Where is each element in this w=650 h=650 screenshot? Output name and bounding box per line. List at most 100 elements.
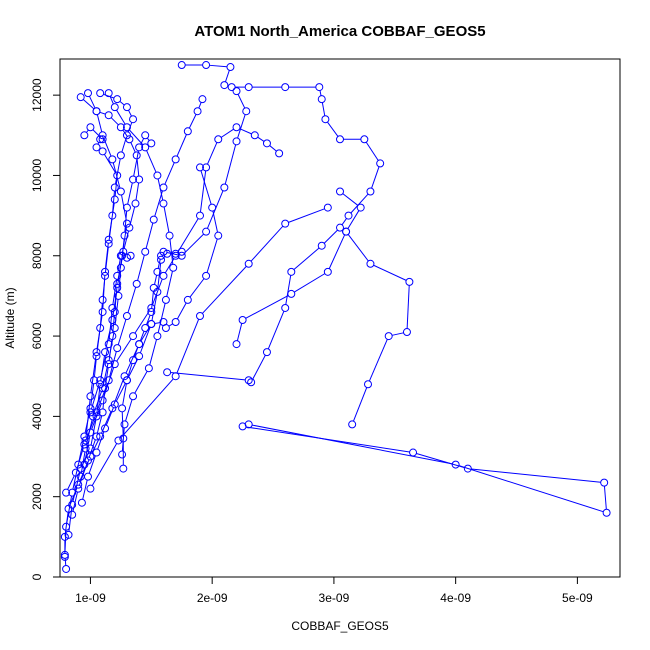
series-segment <box>236 323 243 341</box>
series-segment <box>120 378 174 439</box>
data-point <box>250 131 259 140</box>
series-segment <box>323 229 338 244</box>
data-point <box>68 510 77 519</box>
series-segment <box>103 154 116 173</box>
series-segment <box>603 486 607 510</box>
data-point <box>402 328 411 337</box>
data-point <box>275 149 284 158</box>
data-point <box>141 324 150 333</box>
data-point <box>135 175 144 184</box>
series-segment <box>114 287 118 309</box>
series-segment <box>347 234 369 262</box>
series-segment <box>176 134 187 157</box>
data-point <box>104 356 113 365</box>
data-point <box>220 81 229 90</box>
series-segment <box>100 347 109 377</box>
data-point <box>129 392 138 401</box>
data-point <box>104 239 113 248</box>
series-segment <box>125 347 139 374</box>
series-15 <box>118 247 186 473</box>
data-point <box>110 307 119 316</box>
data-point <box>116 151 125 160</box>
data-point <box>321 115 330 124</box>
data-point <box>108 332 117 341</box>
series-segment <box>168 323 173 327</box>
data-point <box>161 295 170 304</box>
series-segment <box>239 128 252 135</box>
data-point <box>77 498 86 507</box>
data-point <box>135 143 144 152</box>
series-segment <box>93 391 102 414</box>
series-segment <box>207 142 218 165</box>
data-point <box>238 316 247 325</box>
data-point <box>159 183 168 192</box>
series-segment <box>176 319 200 374</box>
series-segment <box>108 311 113 341</box>
series-5 <box>342 227 414 429</box>
data-point <box>196 311 204 320</box>
series-segment <box>90 383 95 405</box>
series-segment <box>128 129 144 146</box>
series-segment <box>91 439 100 454</box>
data-point <box>116 187 125 196</box>
data-point <box>281 219 290 228</box>
series-segment <box>189 278 205 298</box>
series-segment <box>154 322 161 324</box>
y-tick-label: 8000 <box>30 242 44 269</box>
data-point <box>366 187 375 196</box>
series-segment <box>88 455 96 474</box>
data-point <box>227 83 236 92</box>
series-segment <box>183 233 204 254</box>
series-segment <box>110 117 119 126</box>
series-segment <box>66 496 73 524</box>
data-point <box>90 376 99 385</box>
series-segment <box>188 114 197 129</box>
series-segment <box>347 210 360 229</box>
data-point <box>118 450 127 459</box>
data-point <box>131 199 140 208</box>
series-segment <box>220 128 234 138</box>
series-segment <box>139 331 145 342</box>
data-point <box>104 376 113 385</box>
series-segment <box>72 467 79 490</box>
data-point <box>86 404 95 413</box>
data-point <box>323 267 332 276</box>
series-segment <box>136 158 140 177</box>
series-segment <box>163 206 170 233</box>
data-point <box>214 231 223 240</box>
data-point <box>153 171 162 180</box>
data-point <box>202 271 211 280</box>
data-point <box>110 360 119 369</box>
data-point <box>86 392 95 401</box>
series-segment <box>109 351 117 377</box>
series-segment <box>166 271 173 297</box>
series-segment <box>127 363 133 378</box>
data-point <box>244 376 253 385</box>
data-point <box>119 247 128 256</box>
data-point <box>244 259 253 268</box>
data-point <box>451 460 460 469</box>
data-point <box>149 283 158 292</box>
data-point <box>281 303 290 312</box>
data-point <box>287 289 296 298</box>
data-point <box>60 532 69 541</box>
data-point <box>323 203 332 212</box>
series-group <box>60 61 611 573</box>
y-tick-label: 0 <box>30 573 44 580</box>
data-point <box>157 255 166 264</box>
series-segment <box>212 210 219 233</box>
series-segment <box>371 166 380 189</box>
data-point <box>98 408 107 417</box>
series-segment <box>88 439 96 458</box>
series-segment <box>252 424 453 465</box>
series-segment <box>154 190 163 217</box>
data-point <box>114 291 123 300</box>
series-segment <box>206 238 218 273</box>
series-segment <box>67 475 75 490</box>
data-point <box>198 95 207 104</box>
data-point <box>126 251 135 260</box>
data-point <box>96 376 105 385</box>
data-point <box>342 227 351 236</box>
data-point <box>108 303 117 312</box>
x-tick-label: 5e-09 <box>562 591 593 605</box>
